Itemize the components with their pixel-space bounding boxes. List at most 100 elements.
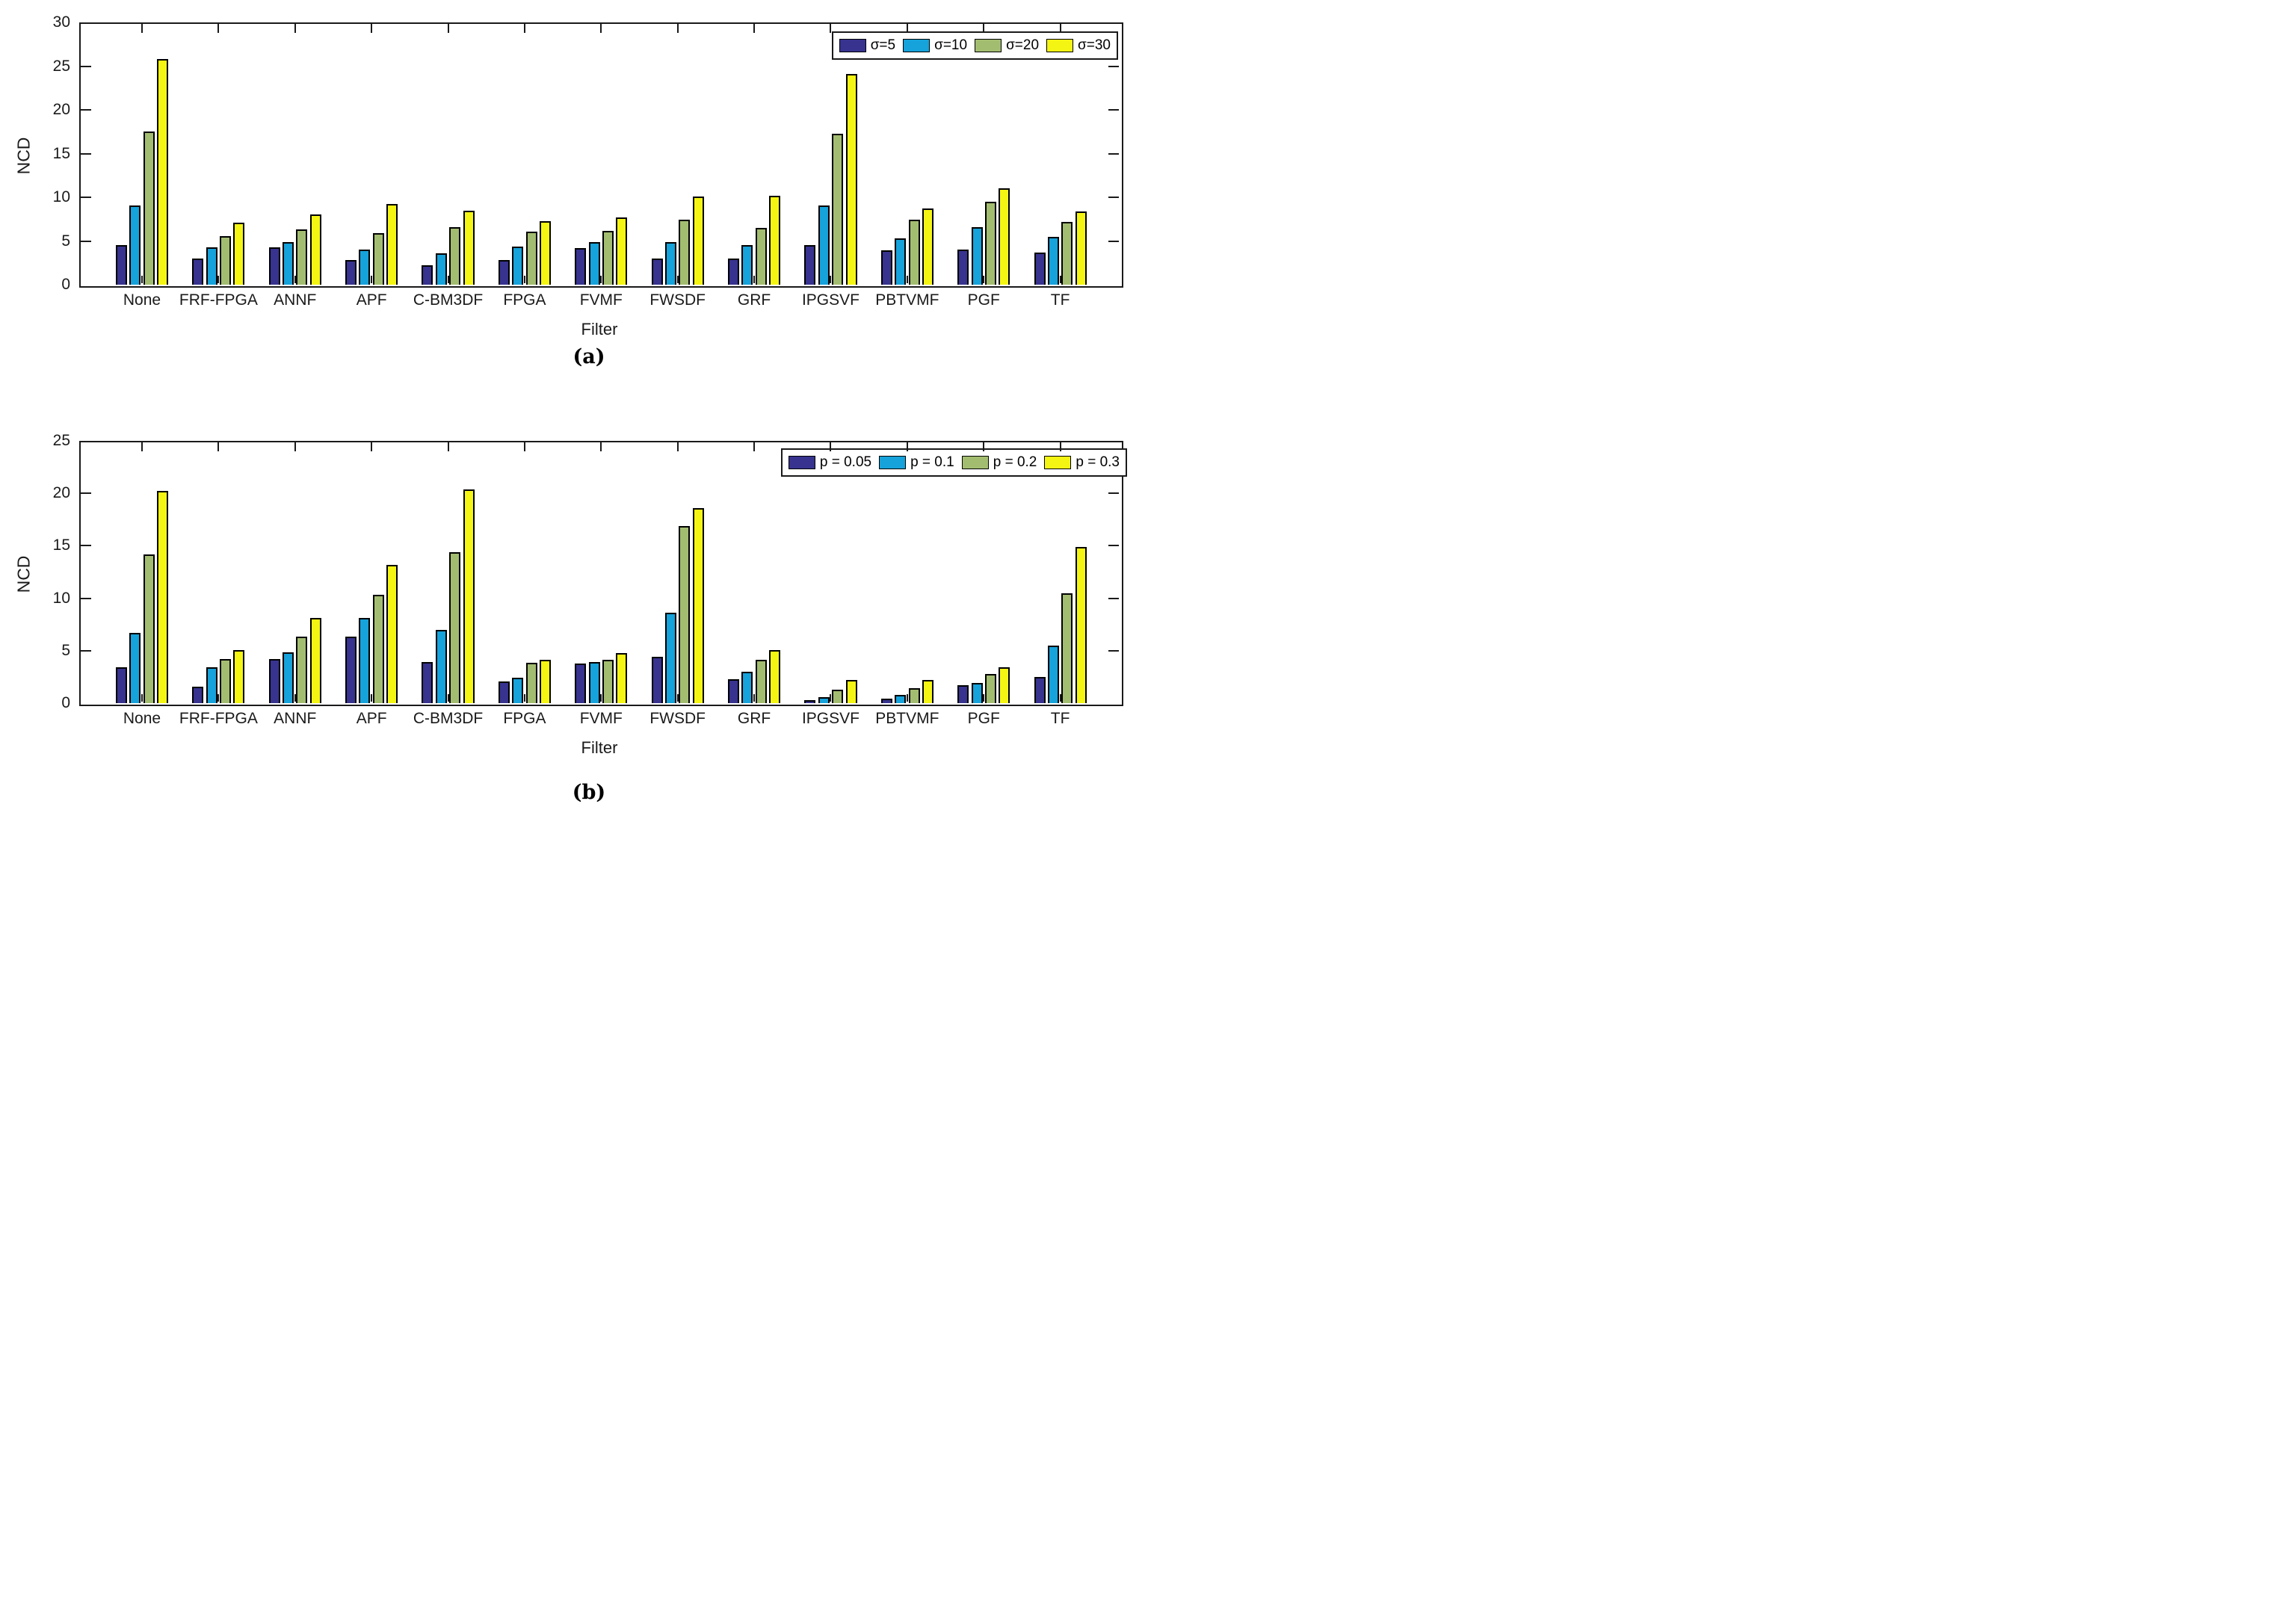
bar-a-FPGA-series1 bbox=[512, 247, 524, 285]
bar-b-APF-series2 bbox=[372, 595, 384, 703]
bar-a-FPGA-series3 bbox=[540, 221, 552, 285]
bar-a-FWSDF-series0 bbox=[651, 258, 663, 285]
x-tick-mark bbox=[217, 276, 220, 283]
bar-b-None-series2 bbox=[143, 554, 155, 703]
x-tick-label: GRF bbox=[737, 710, 771, 727]
x-tick-mark bbox=[217, 442, 220, 451]
y-tick-label: 5 bbox=[61, 232, 70, 250]
bar-b-C-BM3DF-series0 bbox=[422, 662, 433, 703]
x-tick-mark bbox=[676, 24, 679, 33]
x-tick-label: APF bbox=[356, 291, 387, 309]
x-tick-mark bbox=[983, 442, 985, 451]
y-tick-mark bbox=[81, 545, 91, 547]
bar-a-FRF-FPGA-series1 bbox=[206, 247, 217, 285]
bar-b-TF-series3 bbox=[1075, 546, 1087, 703]
y-tick-mark bbox=[1108, 545, 1119, 547]
bar-b-FPGA-series0 bbox=[498, 681, 510, 703]
x-tick-label: FRF-FPGA bbox=[179, 291, 258, 309]
x-tick-mark bbox=[294, 276, 296, 283]
bar-a-FVMF-series0 bbox=[575, 248, 587, 285]
bar-b-PGF-series0 bbox=[957, 685, 969, 703]
bar-a-GRF-series3 bbox=[769, 196, 781, 285]
bar-a-IPGSVF-series1 bbox=[818, 205, 830, 285]
bar-b-PGF-series3 bbox=[999, 667, 1010, 703]
y-tick-label: 10 bbox=[52, 589, 70, 607]
x-tick-mark bbox=[1059, 442, 1061, 451]
x-tick-label: None bbox=[123, 710, 161, 727]
bar-b-PBTVMF-series1 bbox=[895, 695, 907, 703]
x-tick-label: TF bbox=[1050, 710, 1070, 727]
bar-b-None-series0 bbox=[115, 667, 127, 703]
bar-a-FVMF-series1 bbox=[588, 242, 600, 285]
x-tick-label: FWSDF bbox=[649, 291, 706, 309]
bar-a-PGF-series0 bbox=[957, 250, 969, 285]
x-tick-mark bbox=[141, 694, 143, 702]
bar-b-PBTVMF-series3 bbox=[922, 680, 933, 703]
bar-a-None-series0 bbox=[115, 245, 127, 285]
x-tick-mark bbox=[600, 442, 602, 451]
bar-b-APF-series3 bbox=[386, 564, 398, 703]
legend-swatch-icon bbox=[1044, 456, 1072, 469]
y-tick-label: 20 bbox=[52, 484, 70, 502]
chart-a-caption: (a) bbox=[573, 345, 605, 368]
legend-label: σ=5 bbox=[870, 37, 896, 53]
x-tick-label: TF bbox=[1050, 291, 1070, 309]
bar-a-C-BM3DF-series1 bbox=[435, 253, 447, 285]
y-tick-label: 0 bbox=[61, 694, 70, 711]
bar-b-GRF-series0 bbox=[727, 678, 739, 703]
bar-a-APF-series3 bbox=[386, 204, 398, 285]
bar-b-ANNF-series1 bbox=[283, 652, 294, 703]
figure-canvas: NCD Filter σ=5 σ=10 σ=20 σ=30 (a) 0 5 10 15 20 2… bbox=[0, 0, 1148, 807]
x-tick-mark bbox=[1059, 694, 1061, 702]
x-tick-label: C-BM3DF bbox=[413, 291, 484, 309]
legend-label: p = 0.2 bbox=[993, 454, 1037, 470]
bar-b-IPGSVF-series0 bbox=[804, 699, 816, 703]
x-tick-label: PGF bbox=[967, 291, 1000, 309]
y-tick-label: 30 bbox=[52, 13, 70, 31]
x-tick-mark bbox=[447, 24, 449, 33]
x-tick-mark bbox=[371, 276, 373, 283]
bar-b-FPGA-series2 bbox=[525, 662, 537, 703]
x-tick-mark bbox=[600, 694, 602, 702]
bar-b-FWSDF-series1 bbox=[664, 613, 676, 703]
bar-b-PGF-series2 bbox=[984, 673, 996, 703]
x-tick-mark bbox=[983, 24, 985, 33]
legend-swatch-icon bbox=[788, 456, 815, 469]
bar-a-C-BM3DF-series2 bbox=[449, 227, 461, 285]
y-tick-mark bbox=[1108, 109, 1119, 111]
bar-a-GRF-series0 bbox=[727, 259, 739, 285]
bar-a-PBTVMF-series1 bbox=[895, 238, 907, 285]
bar-a-TF-series0 bbox=[1034, 252, 1046, 285]
bar-b-APF-series1 bbox=[359, 618, 371, 703]
x-tick-label: APF bbox=[356, 710, 387, 727]
bar-b-GRF-series1 bbox=[741, 671, 753, 703]
bar-a-PBTVMF-series3 bbox=[922, 208, 933, 285]
x-tick-label: FWSDF bbox=[649, 710, 706, 727]
legend-item-a-3: σ=30 bbox=[1046, 37, 1111, 54]
x-tick-mark bbox=[906, 276, 908, 283]
bar-a-PGF-series3 bbox=[999, 188, 1010, 285]
x-tick-mark bbox=[753, 276, 756, 283]
bar-a-ANNF-series1 bbox=[283, 242, 294, 285]
x-tick-mark bbox=[600, 24, 602, 33]
bar-a-PBTVMF-series2 bbox=[908, 219, 920, 285]
x-tick-mark bbox=[753, 24, 756, 33]
y-tick-mark bbox=[81, 197, 91, 198]
bar-b-C-BM3DF-series3 bbox=[463, 489, 475, 703]
bar-b-IPGSVF-series3 bbox=[845, 680, 857, 703]
bar-a-FWSDF-series2 bbox=[679, 220, 691, 285]
legend-item-b-0: p = 0.05 bbox=[788, 454, 871, 471]
bar-b-None-series1 bbox=[129, 632, 141, 703]
bar-b-PBTVMF-series2 bbox=[908, 687, 920, 703]
bar-b-GRF-series2 bbox=[755, 660, 767, 703]
x-tick-mark bbox=[753, 442, 756, 451]
bar-a-APF-series2 bbox=[372, 232, 384, 285]
x-tick-mark bbox=[141, 24, 143, 33]
bar-b-IPGSVF-series1 bbox=[818, 696, 830, 703]
bar-a-ANNF-series3 bbox=[309, 214, 321, 285]
chart-b-caption: (b) bbox=[572, 781, 606, 804]
legend-item-b-2: p = 0.2 bbox=[961, 454, 1037, 471]
y-tick-mark bbox=[1108, 240, 1119, 242]
y-tick-mark bbox=[1108, 152, 1119, 155]
legend-swatch-icon bbox=[879, 456, 907, 469]
